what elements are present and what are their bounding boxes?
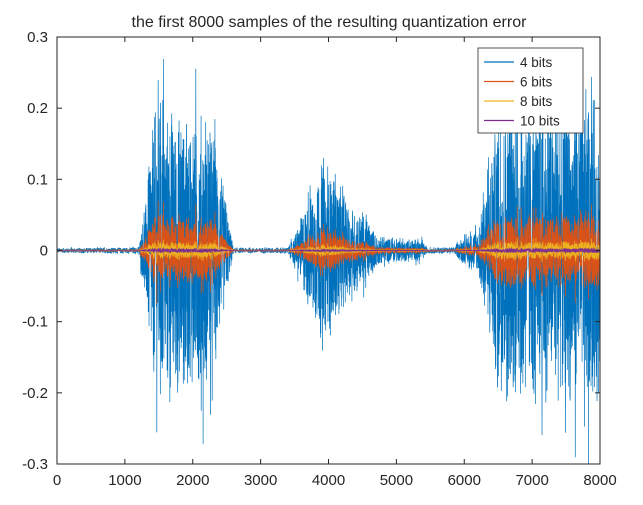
series-layer	[56, 54, 601, 465]
y-tick-label: 0.2	[27, 100, 48, 117]
x-tick-label: 3000	[244, 472, 277, 489]
y-tick-label: 0.3	[27, 29, 48, 46]
x-tick-label: 5000	[380, 472, 413, 489]
x-tick-label: 2000	[176, 472, 209, 489]
y-tick-label: 0	[40, 243, 48, 260]
legend-label: 10 bits	[520, 114, 560, 129]
legend-label: 8 bits	[520, 94, 553, 109]
legend-box	[477, 47, 584, 134]
ticks-layer: 0 1000 2000 3000 4000 5000 6000 7000 8000 -0.3 -0.…	[22, 29, 617, 489]
x-tick-label: 0	[53, 472, 61, 489]
series-line-10-bits	[57, 246, 601, 254]
y-tick-label: -0.3	[22, 456, 48, 473]
x-tick-label: 7000	[515, 472, 548, 489]
legend-label: 4 bits	[520, 55, 553, 70]
x-tick-label: 6000	[448, 472, 481, 489]
x-tick-label: 8000	[583, 472, 616, 489]
y-tick-label: -0.1	[22, 314, 48, 331]
legend[interactable]: 4 bits 6 bits 8 bits 10 bits	[477, 47, 584, 134]
y-tick-label: 0.1	[27, 171, 48, 188]
legend-label: 6 bits	[520, 75, 553, 90]
y-tick-label: -0.2	[22, 385, 48, 402]
x-tick-label: 1000	[108, 472, 141, 489]
x-tick-label: 4000	[312, 472, 345, 489]
chart-title: the first 8000 samples of the resulting …	[132, 14, 528, 31]
